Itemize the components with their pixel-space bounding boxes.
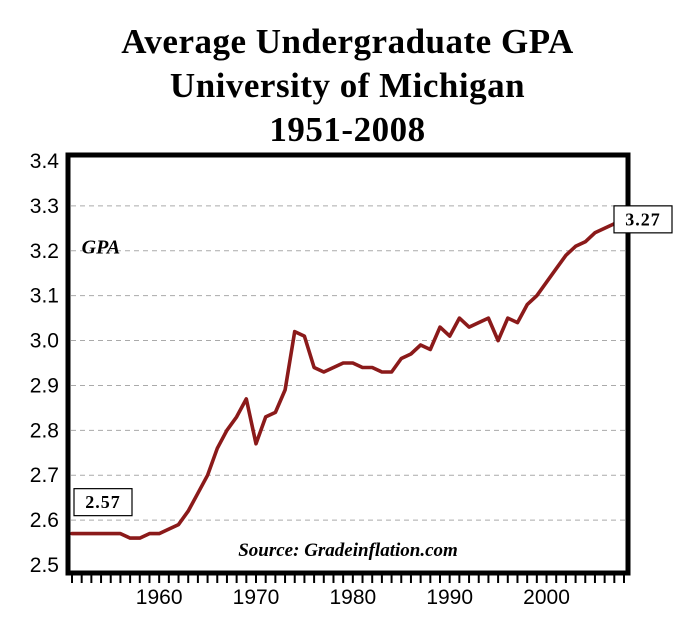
y-axis-label: 3.0 [30,330,59,353]
chart-title: Average Undergraduate GPA University of … [0,20,695,152]
plot-border [65,152,631,576]
x-axis-label: 1970 [233,586,280,609]
gpa-axis-inner-label: GPA [82,236,121,258]
y-axis-label: 2.7 [30,464,59,487]
annotation-text: 3.27 [625,209,661,229]
y-axis-label: 2.6 [30,509,59,532]
annotation-text: 2.57 [85,492,121,512]
source-label: Source: Gradeinflation.com [238,540,458,561]
y-axis-label: 3.3 [30,195,59,218]
gpa-line [70,217,626,540]
y-axis-label: 2.8 [30,419,59,442]
chart-title-line3: 1951-2008 [269,110,426,149]
x-axis-label: 1990 [426,586,473,609]
x-axis-label: 1980 [329,586,376,609]
annotation-box [73,488,133,517]
x-axis-label: 1960 [136,586,183,609]
y-axis-label: 3.1 [30,285,59,308]
chart-title-line1: Average Undergraduate GPA [121,22,574,61]
y-axis-label: 3.2 [30,240,59,263]
x-axis-label: 2000 [523,586,570,609]
annotation-box [613,205,673,234]
y-axis-label: 3.4 [30,150,60,173]
y-axis-label: 2.5 [30,554,59,577]
chart-title-line2: University of Michigan [169,66,526,105]
y-axis-label: 2.9 [30,374,59,397]
